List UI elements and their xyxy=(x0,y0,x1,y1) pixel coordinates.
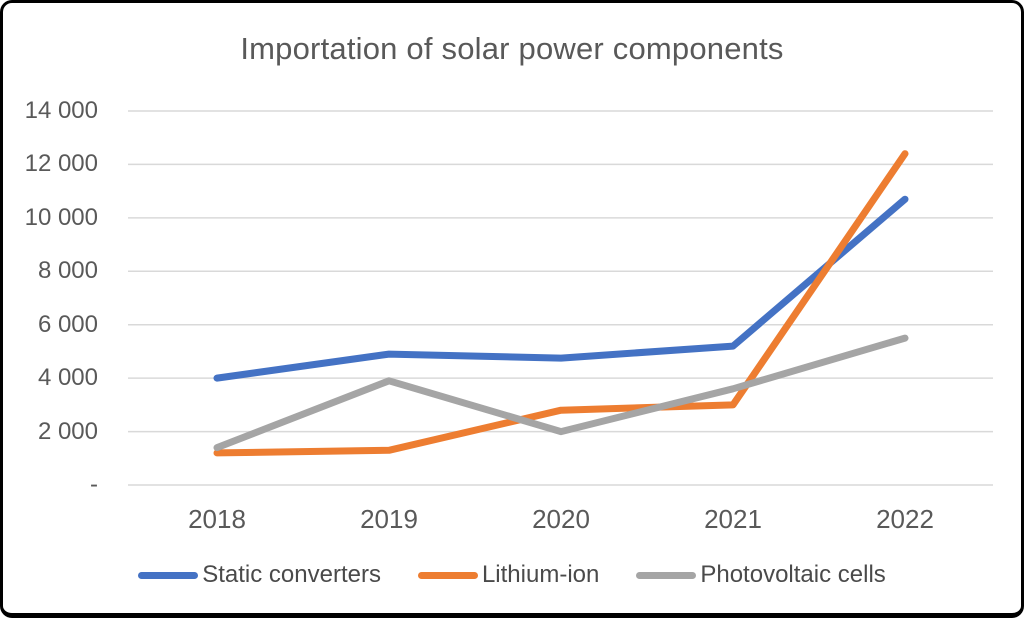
y-axis-tick-label: 2 000 xyxy=(37,417,98,445)
legend-label: Lithium-ion xyxy=(481,561,600,588)
line-chart-plot-area xyxy=(128,110,993,486)
y-axis-tick-label: 6 000 xyxy=(37,310,98,338)
x-axis-tick-label: 2020 xyxy=(532,504,590,534)
chart-legend: Static converters Lithium-ion Photovolta… xyxy=(3,561,1021,589)
series-color-swatch-icon xyxy=(636,571,697,579)
y-axis-tick-label: 10 000 xyxy=(24,203,98,231)
legend-item-static-converters: Static converters xyxy=(138,561,381,589)
y-axis-tick-label: 4 000 xyxy=(37,364,98,392)
series-color-swatch-icon xyxy=(417,571,478,579)
legend-item-photovoltaic-cells: Photovoltaic cells xyxy=(636,561,886,589)
y-axis-tick-label: 14 000 xyxy=(24,97,98,124)
legend-label: Photovoltaic cells xyxy=(700,561,886,588)
x-axis-tick-label: 2021 xyxy=(704,504,762,534)
chart-title: Importation of solar power components xyxy=(240,31,784,66)
y-axis-tick-label: 12 000 xyxy=(24,150,98,178)
y-axis-tick-label: 8 000 xyxy=(37,257,98,285)
series-color-swatch-icon xyxy=(138,571,199,579)
series-line-static-converters xyxy=(213,195,909,382)
legend-label: Static converters xyxy=(202,561,381,588)
legend-item-lithium-ion: Lithium-ion xyxy=(417,561,600,589)
x-axis-tick-label: 2022 xyxy=(876,504,934,534)
series-line-lithium-ion xyxy=(213,150,909,457)
x-axis-tick-label: 2019 xyxy=(360,504,418,534)
x-axis-tick-label: 2018 xyxy=(188,504,246,534)
series-line-photovoltaic-cells xyxy=(213,334,909,452)
y-axis-tick-label: - xyxy=(90,471,98,498)
